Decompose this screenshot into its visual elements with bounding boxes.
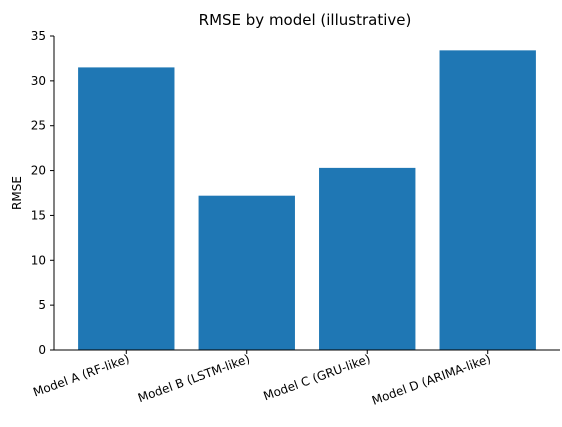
y-axis-ticks: 0 5 10 15 20 25 30 35: [31, 29, 54, 357]
bars-group: [78, 50, 536, 351]
y-tick-label-1: 5: [38, 298, 46, 312]
y-tick-label-3: 15: [31, 208, 46, 222]
y-axis-label: RMSE: [10, 176, 24, 210]
bar-3: [319, 167, 416, 350]
x-tick-label-2: Model C (GRU-like): [262, 352, 373, 404]
y-tick-label-4: 20: [31, 164, 46, 178]
x-axis-ticks: Model A (RF-like) Model B (LSTM-like) Mode…: [31, 350, 493, 408]
x-tick-label-0: Model A (RF-like): [31, 352, 131, 400]
y-tick-label-5: 25: [31, 119, 46, 133]
bar-2: [198, 195, 295, 350]
chart-title: RMSE by model (illustrative): [199, 11, 412, 29]
bar-4: [439, 50, 536, 351]
bar-1: [78, 67, 175, 351]
x-tick-label-3: Model D (ARIMA-like): [370, 352, 493, 408]
y-tick-label-7: 35: [31, 29, 46, 43]
x-tick-label-1: Model B (LSTM-like): [136, 352, 252, 406]
y-tick-label-6: 30: [31, 74, 46, 88]
axes: [53, 36, 560, 351]
y-tick-label-2: 10: [31, 253, 46, 267]
y-tick-label-0: 0: [38, 343, 46, 357]
